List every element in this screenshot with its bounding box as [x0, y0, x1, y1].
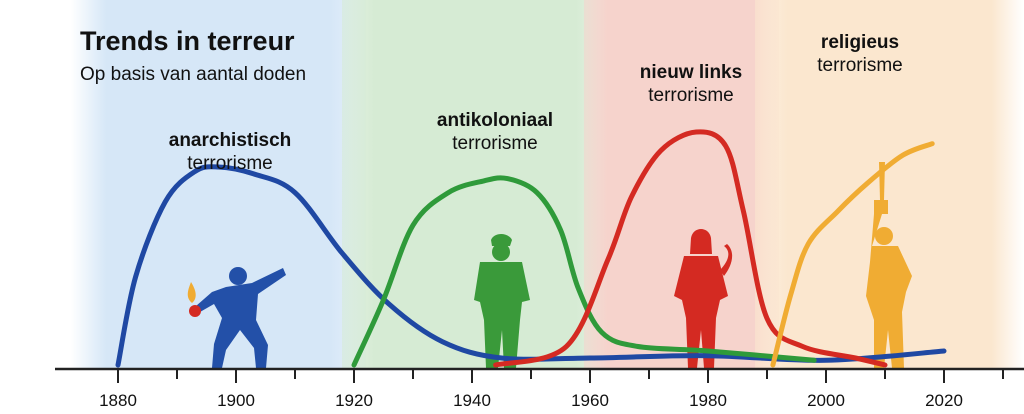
- x-tick-label-1900: 1900: [217, 391, 255, 410]
- chart-title: Trends in terreur: [80, 26, 295, 56]
- label-anarchistisch: anarchistisch terrorisme: [130, 130, 330, 176]
- hooded-figure-icon: [674, 229, 733, 368]
- wave-3-subtitle: terrorisme: [648, 84, 734, 106]
- label-nieuw-links: nieuw links terrorisme: [596, 62, 786, 108]
- wave-1-title: anarchistisch: [168, 130, 292, 151]
- rifle-figure-icon: [866, 162, 912, 368]
- anarchist-figure-icon: [187, 267, 286, 368]
- x-tick-label-1920: 1920: [335, 391, 373, 410]
- series-line-1: [115, 164, 947, 368]
- wave-4-title: religieus: [820, 32, 900, 53]
- x-tick-label-1880: 1880: [99, 391, 137, 410]
- series-line-4: [770, 141, 935, 368]
- chart-subtitle: Op basis van aantal doden: [80, 64, 307, 85]
- x-tick-label-1980: 1980: [689, 391, 727, 410]
- wave-2-subtitle: terrorisme: [452, 132, 538, 154]
- label-antikoloniaal: antikoloniaal terrorisme: [395, 110, 595, 156]
- x-tick-label-2020: 2020: [925, 391, 963, 410]
- wave-4-subtitle: terrorisme: [817, 54, 903, 76]
- x-tick-label-1960: 1960: [571, 391, 609, 410]
- label-religieus: religieus terrorisme: [770, 32, 950, 78]
- soldier-figure-icon: [474, 234, 530, 368]
- series-line-3: [493, 129, 888, 368]
- wave-1-subtitle: terrorisme: [187, 152, 273, 174]
- wave-3-title: nieuw links: [639, 62, 743, 83]
- wave-2-title: antikoloniaal: [436, 110, 554, 131]
- era-band-3: [583, 0, 779, 369]
- x-tick-label-2000: 2000: [807, 391, 845, 410]
- series-line-2: [351, 175, 817, 368]
- x-tick-label-1940: 1940: [453, 391, 491, 410]
